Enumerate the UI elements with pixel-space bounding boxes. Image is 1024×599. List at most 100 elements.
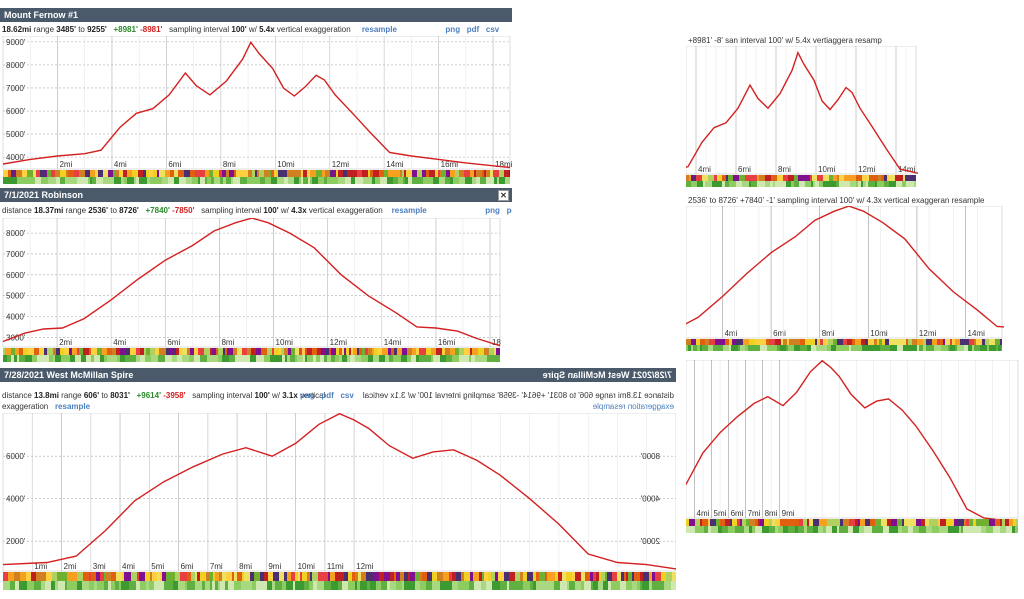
gradient-bar-green [233,177,240,184]
gradient-bar-green [752,526,755,533]
resample-link[interactable]: resample [361,25,397,34]
gradient-bar [878,175,881,181]
gradient-bar-green [941,345,948,351]
png-link[interactable]: png [300,391,315,400]
gradient-bar [67,572,69,581]
gradient-bar [26,572,31,581]
gradient-bar-green [372,177,375,184]
close-icon[interactable]: ✕ [498,190,509,201]
gradient-bar [74,170,79,177]
gradient-bar-green [887,345,890,351]
gradient-bar [539,572,545,581]
gradient-bar [781,339,783,345]
gradient-bar-green [575,581,581,590]
gradient-bar [212,348,216,355]
gradient-bar-green [132,355,136,362]
gradient-bar-green [243,355,250,362]
gradient-bar [336,348,339,355]
x-tick-label: 12mi [919,329,937,338]
resample-link[interactable]: resample [391,206,427,215]
gradient-bar-green [989,345,996,351]
gradient-bar [60,170,66,177]
png-link[interactable]: png [485,206,500,215]
resample-link[interactable]: resample [54,402,91,411]
gradient-bar-green [173,581,178,590]
gradient-bar [470,348,472,355]
gradient-bar-green [811,181,813,187]
gradient-bar-green [497,581,500,590]
gradient-bar [593,572,596,581]
gradient-bar-green [708,526,711,533]
gradient-bar [957,339,960,345]
gradient-bar-green [866,181,868,187]
gradient-bar-green [149,581,154,590]
gradient-bar [867,175,869,181]
gradient-bar [881,519,887,526]
gradient-bar-green [168,177,174,184]
gradient-bar-green [955,345,957,351]
gradient-bar [655,572,661,581]
gradient-bar-green [976,526,981,533]
gradient-bar [113,170,116,177]
gradient-bar [344,348,346,355]
gradient-bar-green [260,177,265,184]
gradient-bar [351,170,357,177]
gradient-bar [307,348,312,355]
stats-line: 18.62mi range 3485' to 9255' +8981' -898… [2,25,500,34]
pdf-link[interactable]: pdf [506,206,512,215]
gradient-bar [1000,339,1002,345]
gradient-bar-green [228,581,234,590]
csv-link[interactable]: csv [340,391,354,400]
csv-link[interactable]: csv [485,25,500,34]
crop-mcmillan-fragment: 4mi 5mi 6mi 7mi 8mi 9mi [686,360,1020,545]
gradient-bar [225,348,227,355]
gradient-bar-green [104,355,107,362]
y-tick-label: 3000' [6,333,26,342]
gradient-bar-green [108,581,111,590]
gradient-bar-green [405,177,408,184]
gradient-bar-green [380,177,387,184]
gradient-bar [355,572,358,581]
gradient-bar [733,175,739,181]
gradient-bar [317,348,321,355]
gradient-bar-green [94,355,100,362]
mirrored-y-tick-label: 2000' [640,537,660,546]
gradient-bar-green [86,355,91,362]
gradient-bar-green [827,345,831,351]
gradient-bar-green [961,526,963,533]
gradient-bar-green [804,526,807,533]
gradient-bar [174,170,178,177]
gradient-bar-green [686,526,691,533]
gradient-bar [940,519,946,526]
gradient-bar-green [836,181,839,187]
gradient-bar [318,572,322,581]
gradient-bar [868,339,874,345]
gradient-bar-green [823,181,830,187]
gradient-bar [628,572,632,581]
gradient-bar [400,170,402,177]
gradient-bar [77,348,79,355]
gradient-bar [533,572,536,581]
gradient-bar-green [305,355,307,362]
pdf-link[interactable]: pdf [321,391,334,400]
gradient-bar [861,339,863,345]
gradient-bar [700,519,702,526]
gradient-bar [852,175,856,181]
gradient-bar-green [417,177,423,184]
gradient-bar-green [146,581,149,590]
gradient-bar-green [729,181,736,187]
panel-title: 7/1/2021 Robinson [0,188,512,202]
png-link[interactable]: png [445,25,461,34]
gradient-bar-green [415,581,420,590]
gradient-bar-green [284,177,288,184]
gradient-bar-green [850,181,856,187]
gradient-bar [162,572,166,581]
gradient-bar [605,572,607,581]
gradient-bar [139,572,145,581]
gradient-bar-green [270,355,276,362]
gradient-bar [316,170,322,177]
y-tick-label: 6000' [6,107,26,116]
pdf-link[interactable]: pdf [466,25,480,34]
gradient-bar [284,572,287,581]
x-tick-label: 5mi [151,562,164,571]
